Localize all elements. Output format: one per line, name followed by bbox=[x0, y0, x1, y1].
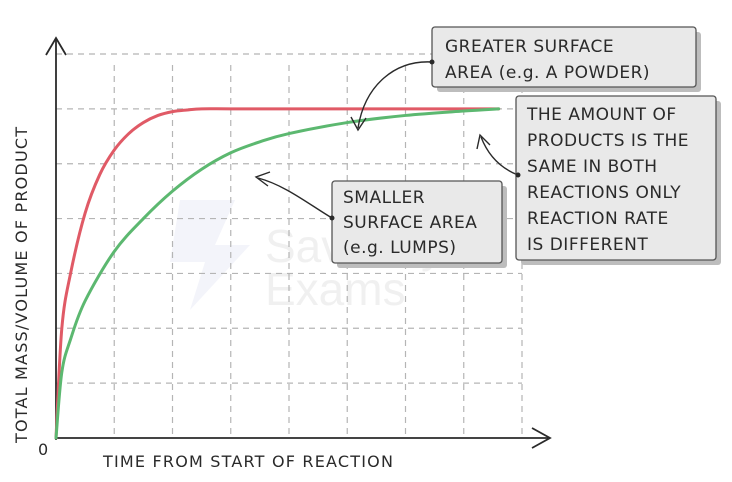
series-line-smaller-surface bbox=[54, 107, 501, 440]
amount-line-3: SAME IN BOTH bbox=[527, 157, 658, 177]
arrow-smaller-head-icon bbox=[254, 171, 271, 187]
greater-line-1: GREATER SURFACE bbox=[445, 37, 614, 57]
y-axis-arrow-icon bbox=[45, 36, 67, 56]
watermark-text-2: Exams bbox=[265, 263, 406, 315]
annotation-smaller-surface: SMALLER SURFACE AREA (e.g. LUMPS) bbox=[329, 180, 507, 268]
smaller-line-1: SMALLER bbox=[343, 188, 425, 208]
amount-line-1: THE AMOUNT OF bbox=[526, 105, 677, 125]
arrow-amount bbox=[480, 136, 519, 176]
annotation-amount-same: THE AMOUNT OF PRODUCTS IS THE SAME IN BO… bbox=[515, 95, 721, 265]
series-lines bbox=[54, 107, 501, 440]
x-axis-arrow-icon bbox=[531, 427, 552, 449]
smaller-line-2: SURFACE AREA bbox=[343, 213, 477, 233]
annotation-greater-surface: GREATER SURFACE AREA (e.g. A POWDER) bbox=[429, 26, 701, 92]
arrow-greater-head-icon bbox=[350, 116, 367, 132]
annotation-arrows bbox=[254, 61, 519, 219]
arrow-amount-head-icon bbox=[476, 133, 491, 150]
watermark-bolt-icon bbox=[170, 200, 250, 310]
y-axis-title: TOTAL MASS/VOLUME OF PRODUCT bbox=[12, 126, 31, 444]
origin-label: 0 bbox=[38, 440, 49, 459]
smaller-line-3: (e.g. LUMPS) bbox=[343, 238, 457, 258]
x-axis-title: TIME FROM START OF REACTION bbox=[102, 452, 394, 471]
gridlines bbox=[56, 53, 523, 438]
greater-line-2: AREA (e.g. A POWDER) bbox=[445, 63, 650, 83]
amount-line-5: REACTION RATE bbox=[527, 209, 669, 229]
arrow-greater bbox=[357, 61, 433, 129]
series-line-greater-surface bbox=[54, 107, 501, 440]
amount-line-6: IS DIFFERENT bbox=[527, 235, 648, 255]
axes bbox=[45, 36, 552, 449]
amount-line-4: REACTIONS ONLY bbox=[527, 183, 681, 203]
amount-line-2: PRODUCTS IS THE bbox=[527, 131, 689, 151]
arrow-smaller bbox=[257, 177, 333, 219]
